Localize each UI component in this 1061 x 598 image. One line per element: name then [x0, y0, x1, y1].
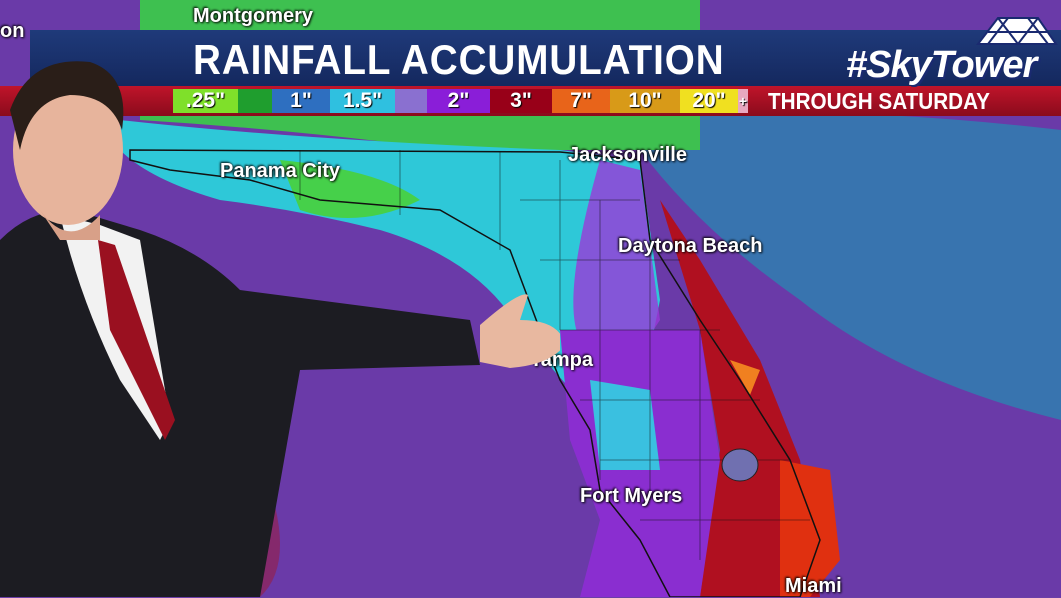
- city-label-miami: Miami: [785, 575, 842, 597]
- skytower-logo: #SkyTower: [838, 14, 1061, 88]
- legend-swatch: 20": [680, 89, 738, 113]
- legend-swatch: 7": [552, 89, 610, 113]
- brand-text: #SkyTower: [846, 44, 1037, 86]
- rainfall-legend: .25" 1" 1.5" 2" 3" 7" 10" 20" + THROUGH SATURDAY: [0, 86, 1061, 116]
- legend-swatch: 3": [490, 89, 552, 113]
- legend-swatch: [238, 89, 272, 113]
- legend-swatch: [395, 89, 427, 113]
- city-label-jacksonville: Jacksonville: [568, 144, 687, 166]
- city-label-fort-myers: Fort Myers: [580, 485, 683, 507]
- city-label-partial: on: [0, 20, 25, 42]
- time-range-label: THROUGH SATURDAY: [768, 88, 990, 114]
- city-label-montgomery: Montgomery: [193, 5, 313, 27]
- city-label-panama-city: Panama City: [220, 160, 341, 182]
- page-title: RAINFALL ACCUMULATION: [193, 36, 725, 83]
- presenter: [0, 61, 560, 597]
- title-bar: RAINFALL ACCUMULATION: [30, 30, 1061, 86]
- legend-swatch: +: [738, 89, 748, 113]
- legend-swatch: 1.5": [330, 89, 395, 113]
- legend-swatch: 2": [427, 89, 490, 113]
- legend-swatch: 1": [272, 89, 330, 113]
- tower-dome-icon: [975, 17, 1058, 46]
- legend-swatch: 10": [610, 89, 680, 113]
- city-label-daytona-beach: Daytona Beach: [618, 235, 763, 257]
- legend-swatch: .25": [173, 89, 238, 113]
